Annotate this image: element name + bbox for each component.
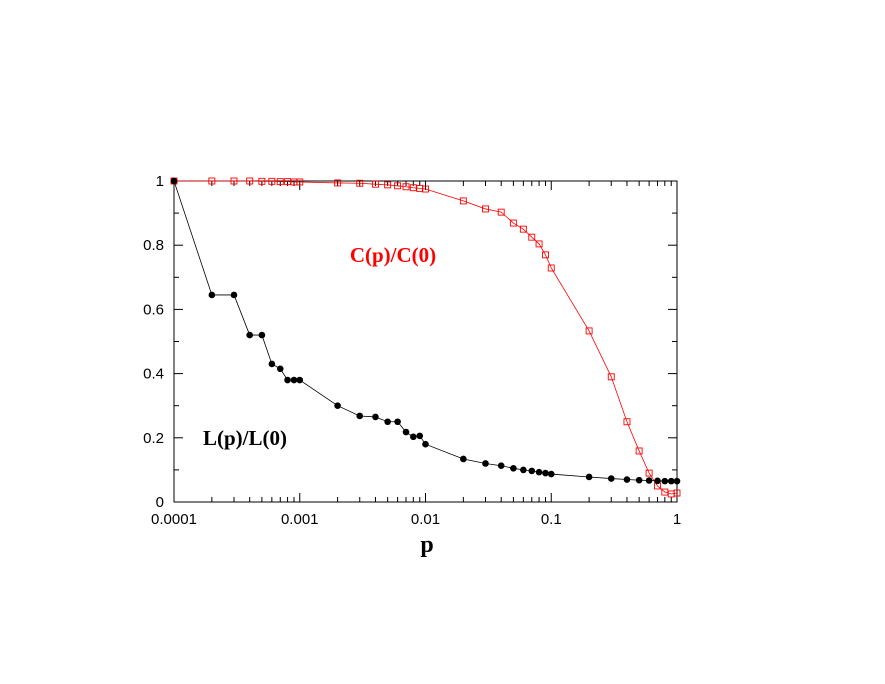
point	[482, 460, 489, 467]
point	[258, 331, 266, 339]
point	[645, 469, 653, 477]
point	[394, 418, 401, 426]
point	[528, 467, 536, 475]
point	[528, 233, 536, 241]
point	[673, 477, 681, 485]
series-line	[174, 180, 678, 495]
plot-frame	[173, 180, 678, 503]
point	[623, 418, 631, 426]
point	[402, 428, 410, 436]
point	[284, 376, 291, 384]
x-tick-label: 0.0001	[151, 511, 197, 528]
x-tick-label: 1	[673, 511, 681, 528]
point	[230, 291, 238, 299]
point	[384, 418, 391, 426]
point	[661, 477, 669, 485]
point	[520, 466, 527, 474]
y-tick-label: 1	[156, 173, 164, 190]
point	[673, 489, 681, 497]
point	[607, 373, 615, 381]
point	[422, 185, 429, 193]
point	[372, 180, 379, 188]
point	[509, 219, 517, 227]
y-tick-label: 0	[156, 494, 164, 511]
point	[230, 177, 238, 185]
point	[519, 225, 527, 233]
x-axis-label: p	[420, 532, 433, 558]
point	[635, 447, 643, 455]
point	[535, 240, 543, 248]
point	[334, 402, 341, 410]
point	[402, 183, 410, 191]
point	[296, 376, 304, 384]
point	[585, 327, 593, 335]
x-tick-label: 0.001	[281, 511, 319, 528]
point	[607, 475, 615, 482]
point	[635, 476, 643, 484]
point	[384, 181, 392, 189]
point	[482, 205, 489, 213]
y-tick-label: 0.8	[143, 237, 164, 254]
point	[535, 468, 543, 476]
point	[459, 197, 467, 205]
y-tick-label: 0.2	[143, 430, 164, 447]
point	[645, 477, 653, 484]
y-tick-label: 0.4	[143, 366, 164, 383]
y-tick-label: 0.6	[143, 301, 164, 318]
point	[334, 179, 342, 187]
point	[542, 251, 549, 259]
point	[654, 477, 661, 485]
point	[416, 432, 424, 440]
x-tick-label: 0.1	[541, 511, 562, 528]
point	[372, 413, 379, 421]
point	[290, 376, 298, 384]
point	[510, 464, 517, 472]
point	[497, 462, 505, 470]
series-label: C(p)/C(0)	[350, 243, 436, 267]
point	[623, 476, 631, 483]
point	[547, 264, 555, 272]
point	[394, 182, 402, 190]
point	[585, 473, 593, 481]
point	[667, 477, 675, 485]
point	[542, 469, 549, 477]
series-label: L(p)/L(0)	[203, 426, 287, 450]
point	[268, 177, 276, 185]
point	[276, 365, 284, 373]
point	[422, 440, 429, 448]
x-tick-label: 0.01	[411, 511, 440, 528]
point	[410, 433, 417, 441]
point	[208, 291, 216, 299]
point	[460, 455, 467, 463]
point	[246, 177, 254, 185]
point	[208, 177, 216, 185]
point	[170, 177, 178, 185]
point	[356, 412, 364, 420]
point	[296, 178, 304, 186]
point	[276, 178, 284, 186]
point	[497, 208, 505, 216]
point	[356, 179, 364, 187]
point	[258, 177, 266, 185]
point	[246, 331, 254, 339]
point	[268, 360, 276, 368]
point	[547, 470, 555, 478]
